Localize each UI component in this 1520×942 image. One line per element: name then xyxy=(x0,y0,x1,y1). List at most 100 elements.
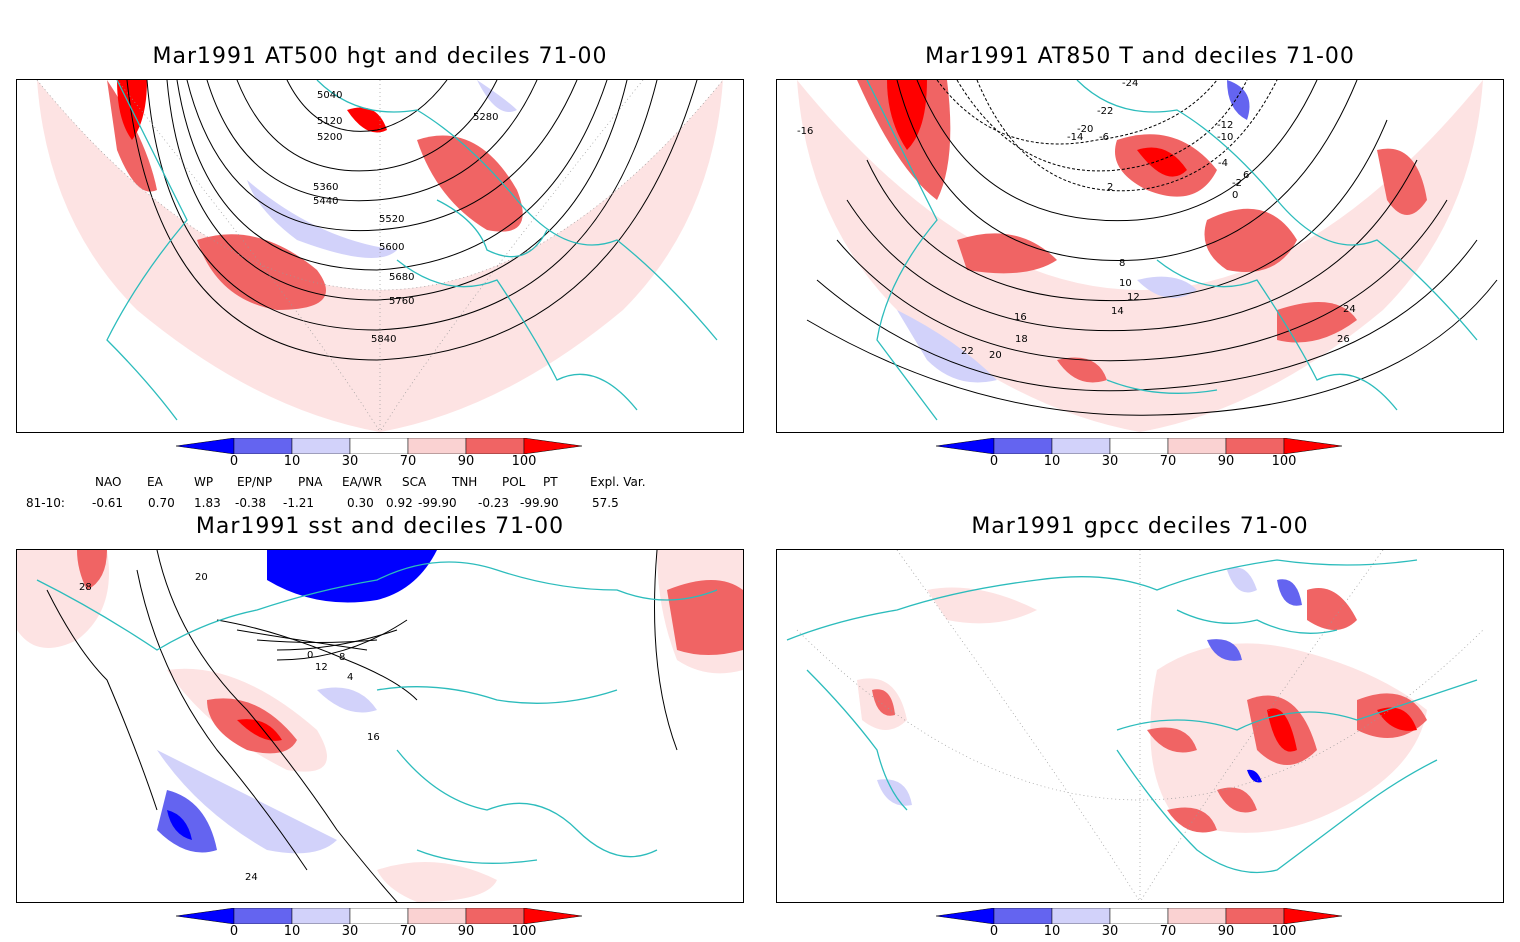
colorbar-tick: 70 xyxy=(1159,454,1177,469)
colorbar-tick: 100 xyxy=(511,454,537,469)
colorbar-tick: 100 xyxy=(1271,924,1297,939)
contour-label: 12 xyxy=(1127,292,1140,303)
contour-label: -10 xyxy=(1217,132,1233,143)
contour-label: -22 xyxy=(1097,106,1113,117)
index-header: PNA xyxy=(298,475,323,489)
colorbar-tick: 30 xyxy=(341,924,359,939)
colorbar-hgt500: 0 10 30 70 90 100 xyxy=(175,437,596,472)
colorbar-tick: 90 xyxy=(1217,454,1235,469)
contour-label: 10 xyxy=(1119,278,1132,289)
colorbar-t850: 0 10 30 70 90 100 xyxy=(935,437,1356,472)
index-value-row: 81-10: -0.61 0.70 1.83 -0.38 -1.21 0.30 … xyxy=(0,496,700,512)
colorbar-sst: 0 10 30 70 90 100 xyxy=(175,907,596,942)
colorbar-tick: 0 xyxy=(989,454,999,469)
contour-label: 5840 xyxy=(371,334,396,345)
index-value: -0.23 xyxy=(478,496,510,510)
index-value: -0.38 xyxy=(235,496,267,510)
contour-label: 5280 xyxy=(473,112,498,123)
index-value: -99.90 xyxy=(520,496,559,510)
contour-label: 12 xyxy=(315,662,328,673)
contour-label: -12 xyxy=(1217,120,1233,131)
index-header: POL xyxy=(502,475,526,489)
contour-label: 5440 xyxy=(313,196,338,207)
contour-label: 5680 xyxy=(389,272,414,283)
index-header: WP xyxy=(194,475,214,489)
map-hgt500: 5040 5120 5200 5280 5360 5440 5520 5600 5680 5760… xyxy=(16,79,744,433)
contour-label: 24 xyxy=(245,872,258,883)
colorbar-tick: 10 xyxy=(1043,924,1061,939)
map-t850: -24 -22 -20 -16 -14 -12 -10 -6 -4 -2 0 2 6 8 10 12 14 16 1… xyxy=(776,79,1504,433)
contour-label: -14 xyxy=(1067,132,1083,143)
index-header: SCA xyxy=(402,475,427,489)
contour-label: -6 xyxy=(1099,132,1109,143)
colorbar-tick: 0 xyxy=(229,924,239,939)
index-header: EP/NP xyxy=(237,475,273,489)
contour-label: 16 xyxy=(367,732,380,743)
index-value: 1.83 xyxy=(194,496,221,510)
colorbar-tick: 90 xyxy=(457,454,475,469)
contour-label: 5120 xyxy=(317,116,342,127)
colorbar-tick: 70 xyxy=(399,924,417,939)
contour-label: 2 xyxy=(1107,182,1113,193)
index-value: 57.5 xyxy=(592,496,619,510)
colorbar-tick: 90 xyxy=(1217,924,1235,939)
contour-label: 16 xyxy=(1014,312,1027,323)
contour-label: 14 xyxy=(1111,306,1124,317)
index-header: EA xyxy=(147,475,163,489)
index-header: PT xyxy=(543,475,558,489)
contour-label: 8 xyxy=(339,652,345,663)
contour-label: 5600 xyxy=(379,242,404,253)
colorbar-tick: 70 xyxy=(1159,924,1177,939)
index-header: Expl. Var. xyxy=(590,475,646,489)
contour-label: 20 xyxy=(989,350,1002,361)
colorbar-tick: 10 xyxy=(1043,454,1061,469)
colorbar-tick: 90 xyxy=(457,924,475,939)
panel-title-sst: Mar1991 sst and deciles 71-00 xyxy=(195,514,565,539)
contour-label: 20 xyxy=(195,572,208,583)
contour-label: 0 xyxy=(1232,190,1238,201)
contour-label: 5040 xyxy=(317,90,342,101)
colorbar-tick: 30 xyxy=(1101,454,1119,469)
colorbar-tick: 30 xyxy=(1101,924,1119,939)
contour-label: -20 xyxy=(1077,124,1093,135)
colorbar-tick: 0 xyxy=(229,454,239,469)
panel-title-gpcc: Mar1991 gpcc deciles 71-00 xyxy=(971,514,1309,539)
contour-label: 5760 xyxy=(389,296,414,307)
colorbar-gpcc: 0 10 30 70 90 100 xyxy=(935,907,1356,942)
colorbar-tick: 0 xyxy=(989,924,999,939)
index-row-label: 81-10: xyxy=(26,496,65,510)
colorbar-tick: 10 xyxy=(283,924,301,939)
index-value: -99.90 xyxy=(418,496,457,510)
index-header-row: NAO EA WP EP/NP PNA EA/WR SCA TNH POL PT… xyxy=(0,475,700,491)
contour-label: 26 xyxy=(1337,334,1350,345)
map-sst: 28 20 16 12 8 4 0 24 xyxy=(16,549,744,903)
colorbar-tick: 70 xyxy=(399,454,417,469)
colorbar-tick: 30 xyxy=(341,454,359,469)
contour-label: -24 xyxy=(1122,80,1138,89)
contour-label: -2 xyxy=(1232,178,1242,189)
contour-label: 5520 xyxy=(379,214,404,225)
index-value: 0.30 xyxy=(347,496,374,510)
index-value: -1.21 xyxy=(283,496,315,510)
colorbar-tick: 10 xyxy=(283,454,301,469)
contour-label: -4 xyxy=(1218,158,1228,169)
contour-label: 6 xyxy=(1243,170,1249,181)
index-value: 0.92 xyxy=(386,496,413,510)
contour-label: 24 xyxy=(1343,304,1356,315)
colorbar-tick: 100 xyxy=(511,924,537,939)
panel-title-t850: Mar1991 AT850 T and deciles 71-00 xyxy=(925,44,1355,69)
colorbar-tick: 100 xyxy=(1271,454,1297,469)
index-value: 0.70 xyxy=(148,496,175,510)
map-gpcc xyxy=(776,549,1504,903)
index-header: EA/WR xyxy=(342,475,383,489)
index-header: TNH xyxy=(452,475,478,489)
contour-label: 22 xyxy=(961,346,974,357)
contour-label: 0 xyxy=(307,650,313,661)
index-header: NAO xyxy=(95,475,122,489)
contour-label: 18 xyxy=(1015,334,1028,345)
contour-label: 8 xyxy=(1119,258,1125,269)
panel-title-hgt500: Mar1991 AT500 hgt and deciles 71-00 xyxy=(152,44,608,69)
contour-label: 4 xyxy=(347,672,353,683)
index-value: -0.61 xyxy=(92,496,124,510)
contour-label: -16 xyxy=(797,126,813,137)
